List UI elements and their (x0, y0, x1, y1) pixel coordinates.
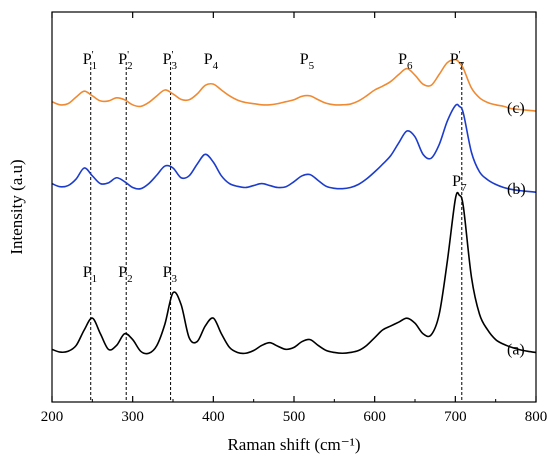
curve-tag: (b) (507, 181, 526, 198)
peak-label: P2 (118, 264, 132, 285)
x-axis-label: Raman shift (cm⁻¹) (227, 435, 360, 454)
x-tick-label: 600 (363, 409, 386, 425)
reference-lines (90, 62, 463, 402)
x-axis-ticks: 200 300 400 500 600 700 800 (41, 12, 548, 425)
spectrum-curves (51, 58, 537, 355)
curve-tag: (c) (507, 100, 525, 117)
series-line-1 (51, 103, 537, 193)
y-axis-label: Intensity (a.u) (7, 159, 26, 254)
peak-labels: P' 1 P' 2 P' 3 P4 P5 P6 P' 7 P1 P2 P3 P' 7 (83, 49, 467, 285)
series-line-2 (51, 191, 537, 355)
peak-label: P' 7 (452, 171, 467, 194)
peak-label: P6 (398, 51, 413, 72)
x-tick-label: 700 (444, 409, 467, 425)
peak-label: P1 (83, 264, 97, 285)
peak-label: P' 1 (83, 49, 97, 72)
peak-label: P3 (163, 264, 178, 285)
x-tick-label: 500 (283, 409, 306, 425)
peak-label: P' 2 (118, 49, 132, 72)
peak-label: P4 (204, 51, 219, 72)
curve-tags: (c) (b) (a) (507, 100, 526, 358)
x-tick-label: 400 (202, 409, 225, 425)
series-line-0 (51, 58, 537, 112)
x-tick-label: 200 (41, 409, 64, 425)
curve-tag: (a) (507, 341, 525, 358)
x-tick-label: 800 (525, 409, 548, 425)
peak-label: P' 7 (450, 49, 465, 72)
peak-label: P' 3 (163, 49, 178, 72)
peak-label: P5 (300, 51, 315, 72)
x-tick-label: 300 (121, 409, 144, 425)
